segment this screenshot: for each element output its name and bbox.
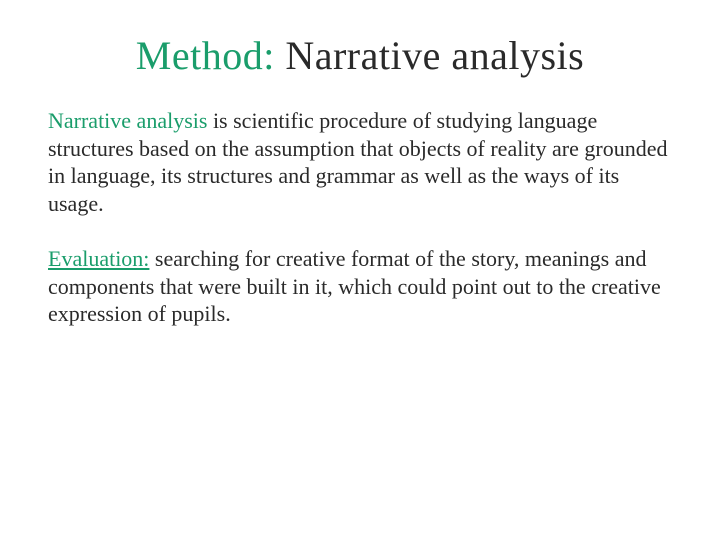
definition-lead: Narrative analysis bbox=[48, 108, 213, 133]
slide: Method: Narrative analysis Narrative ana… bbox=[0, 0, 720, 540]
title-rest: Narrative analysis bbox=[275, 33, 584, 78]
slide-title: Method: Narrative analysis bbox=[48, 32, 672, 79]
paragraph-evaluation: Evaluation: searching for creative forma… bbox=[48, 245, 672, 328]
evaluation-lead: Evaluation: bbox=[48, 246, 149, 271]
title-prefix: Method: bbox=[136, 33, 275, 78]
paragraph-definition: Narrative analysis is scientific procedu… bbox=[48, 107, 672, 217]
